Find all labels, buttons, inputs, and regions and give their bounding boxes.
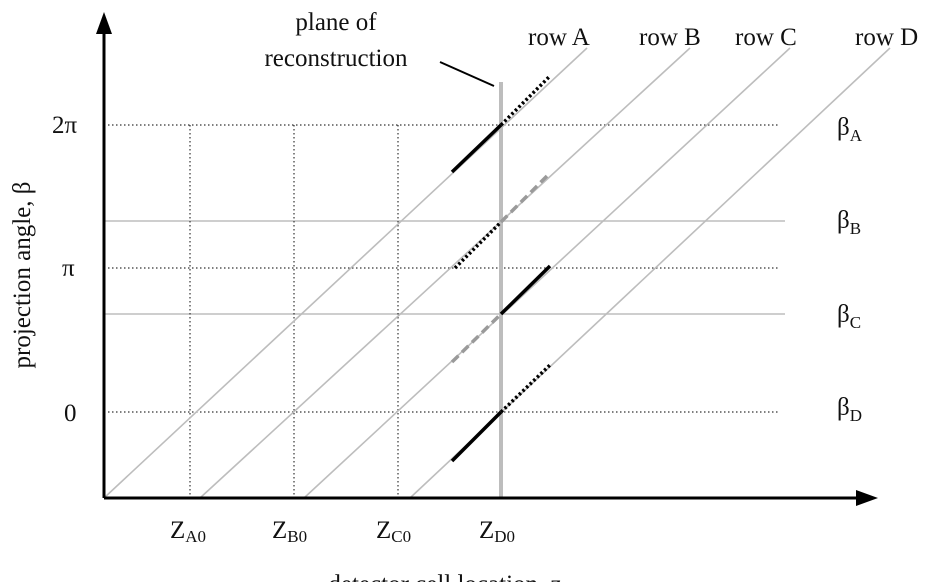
annotation-leader (439, 61, 495, 87)
beta-b-label: βB (837, 207, 861, 238)
row-c-line (303, 47, 791, 499)
z-b0-label: ZB0 (272, 517, 307, 546)
z-c0-label: ZC0 (376, 517, 411, 546)
row-a-solid-segment (450, 123, 503, 174)
beta-c-label: βC (837, 301, 861, 332)
row-c-dashed-segment (450, 312, 503, 364)
row-d-solid-segment (450, 410, 503, 463)
row-a-label: row A (528, 24, 590, 51)
z-d0-label: ZD0 (479, 517, 515, 546)
z-a0-label: ZA0 (170, 517, 206, 546)
row-b-line (199, 47, 691, 499)
x-axis-arrow (856, 490, 878, 506)
row-b-label: row B (639, 24, 701, 51)
row-c-label: row C (735, 24, 797, 51)
y-axis-label: projection angle, β (9, 182, 36, 369)
row-d-label: row D (855, 24, 918, 51)
y-axis-arrow (96, 12, 112, 34)
x-axis-label: detector cell location, z (328, 571, 561, 582)
row-b-dotted-segment (453, 220, 503, 270)
row-d-dotted-segment (499, 363, 552, 414)
y-tick-0: 0 (64, 400, 77, 427)
row-b-dashed-segment (499, 171, 552, 224)
row-a-line (103, 47, 588, 499)
row-c-solid-segment (499, 264, 552, 316)
annotation-line1: plane of (295, 9, 377, 36)
beta-a-label: βA (837, 114, 863, 145)
annotation-line2: reconstruction (264, 45, 408, 72)
beta-d-label: βD (837, 394, 862, 425)
row-a-dotted-segment (499, 74, 552, 127)
y-tick-pi: π (62, 255, 75, 282)
y-tick-2pi: 2π (52, 112, 78, 139)
